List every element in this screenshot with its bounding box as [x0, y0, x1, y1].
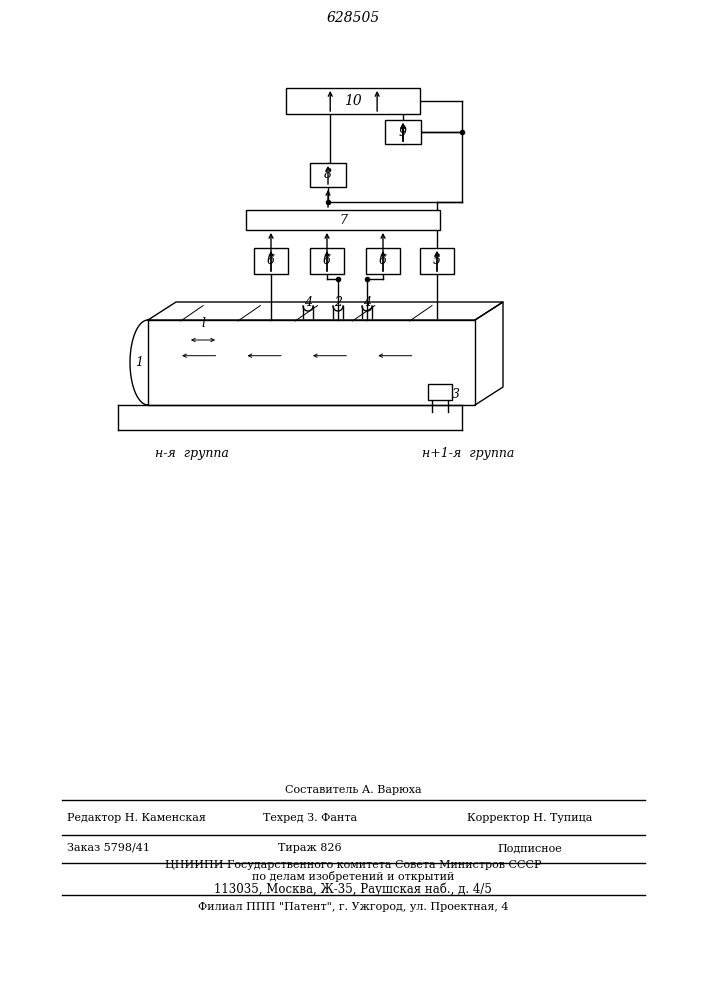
Text: 1: 1 [135, 356, 143, 369]
Text: 113035, Москва, Ж-35, Раушская наб., д. 4/5: 113035, Москва, Ж-35, Раушская наб., д. … [214, 882, 492, 896]
Bar [428, 384, 452, 400]
Text: Подписное: Подписное [498, 843, 562, 853]
Text: Редактор Н. Каменская: Редактор Н. Каменская [67, 813, 206, 823]
Text: 6: 6 [267, 254, 275, 267]
Text: Тираж 826: Тираж 826 [278, 843, 341, 853]
Bar [254, 248, 288, 274]
Text: 6: 6 [379, 254, 387, 267]
Bar [310, 163, 346, 187]
Text: 4: 4 [363, 296, 371, 308]
Bar [286, 88, 420, 114]
Text: 5: 5 [433, 254, 441, 267]
Text: Составитель А. Варюха: Составитель А. Варюха [285, 785, 421, 795]
Text: Техред З. Фанта: Техред З. Фанта [263, 813, 357, 823]
Text: 8: 8 [324, 168, 332, 182]
Text: Корректор Н. Тупица: Корректор Н. Тупица [467, 813, 592, 823]
Bar [366, 248, 400, 274]
Text: 3: 3 [452, 388, 460, 401]
Text: 9: 9 [399, 125, 407, 138]
Text: 4: 4 [304, 296, 312, 308]
Text: Филиал ППП "Патент", г. Ужгород, ул. Проектная, 4: Филиал ППП "Патент", г. Ужгород, ул. Про… [198, 902, 508, 912]
Text: ЦНИИПИ Государственного комитета Совета Министров СССР: ЦНИИПИ Государственного комитета Совета … [165, 860, 542, 870]
Text: 7: 7 [339, 214, 347, 227]
Text: н-я  группа: н-я группа [155, 446, 229, 460]
Text: 10: 10 [344, 94, 362, 108]
Bar [310, 248, 344, 274]
Text: 2: 2 [334, 296, 342, 308]
Bar [420, 248, 454, 274]
Text: 628505: 628505 [327, 11, 380, 25]
Text: по делам изобретений и открытий: по делам изобретений и открытий [252, 871, 454, 882]
Text: Заказ 5798/41: Заказ 5798/41 [67, 843, 150, 853]
Text: 6: 6 [323, 254, 331, 267]
Bar [246, 210, 440, 230]
Text: l: l [201, 317, 205, 330]
Bar [385, 120, 421, 144]
Text: н+1-я  группа: н+1-я группа [422, 446, 514, 460]
